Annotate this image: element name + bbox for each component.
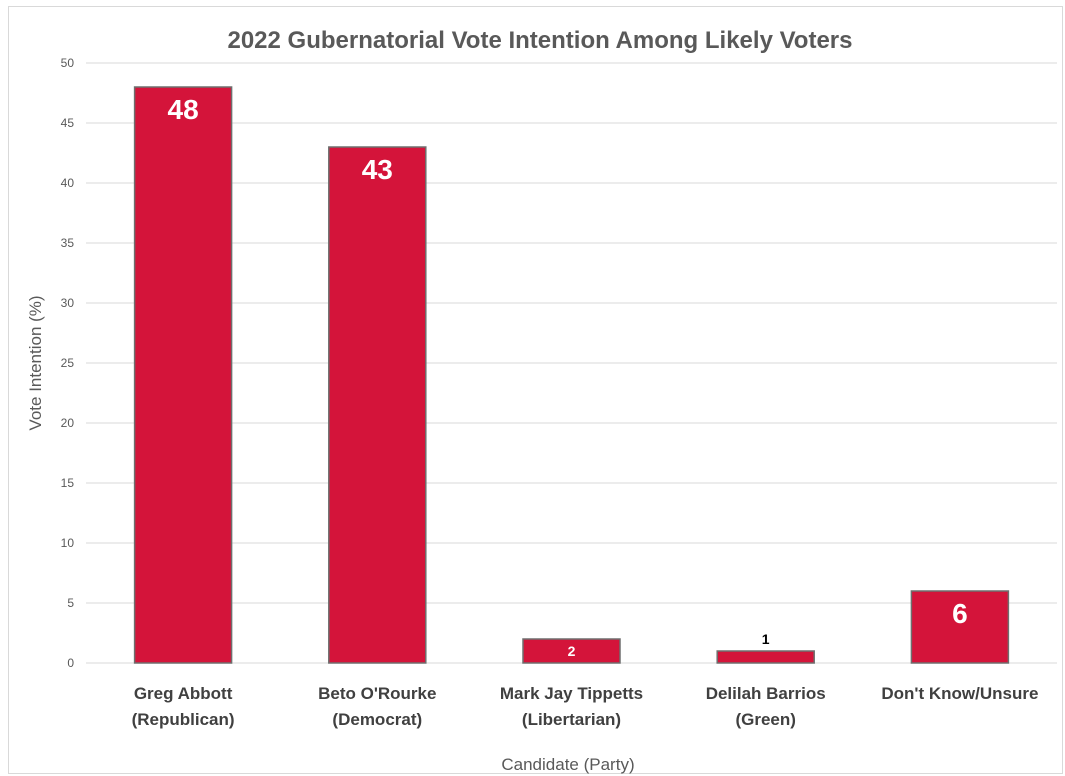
- x-category-label: Don't Know/Unsure: [881, 684, 1038, 703]
- bar: [910, 590, 1010, 664]
- x-category-label: (Democrat): [332, 710, 422, 729]
- x-category-label: (Republican): [132, 710, 235, 729]
- y-tick-label: 40: [61, 176, 75, 190]
- data-label: 6: [952, 598, 968, 629]
- x-category-label: (Green): [735, 710, 795, 729]
- x-category-label: Greg Abbott: [134, 684, 233, 703]
- y-tick-label: 0: [67, 656, 74, 670]
- y-tick-label: 20: [61, 416, 75, 430]
- x-category-label: Beto O'Rourke: [318, 684, 436, 703]
- data-label: 2: [568, 643, 576, 659]
- x-category-label: (Libertarian): [522, 710, 621, 729]
- bar: [328, 146, 427, 664]
- bar: [522, 638, 621, 664]
- x-category-label: Delilah Barrios: [706, 684, 826, 703]
- bar: [716, 650, 815, 664]
- chart-title: 2022 Gubernatorial Vote Intention Among …: [227, 27, 852, 54]
- y-tick-label: 10: [61, 536, 75, 550]
- data-label: 1: [762, 631, 770, 647]
- y-tick-label: 15: [61, 476, 75, 490]
- x-axis-categories: Greg Abbott (Republican) Beto O'Rourke (Dem…: [132, 684, 1039, 729]
- bars: [133, 86, 1010, 664]
- y-tick-label: 50: [61, 56, 75, 70]
- x-category-label: Mark Jay Tippetts: [500, 684, 643, 703]
- y-axis-title: Vote Intention (%): [26, 295, 45, 430]
- chart-frame: [8, 6, 1063, 774]
- y-tick-label: 30: [61, 296, 75, 310]
- data-labels: 48 43 2 1 6: [168, 94, 968, 659]
- y-tick-label: 45: [61, 116, 75, 130]
- y-tick-label: 35: [61, 236, 75, 250]
- y-tick-label: 5: [67, 596, 74, 610]
- bar: [133, 86, 233, 664]
- data-label: 48: [168, 94, 199, 125]
- x-axis-title: Candidate (Party): [501, 755, 634, 774]
- y-axis-ticks: 0 5 10 15 20 25 30 35 40 45 50: [61, 56, 75, 670]
- data-label: 43: [362, 154, 393, 185]
- y-tick-label: 25: [61, 356, 75, 370]
